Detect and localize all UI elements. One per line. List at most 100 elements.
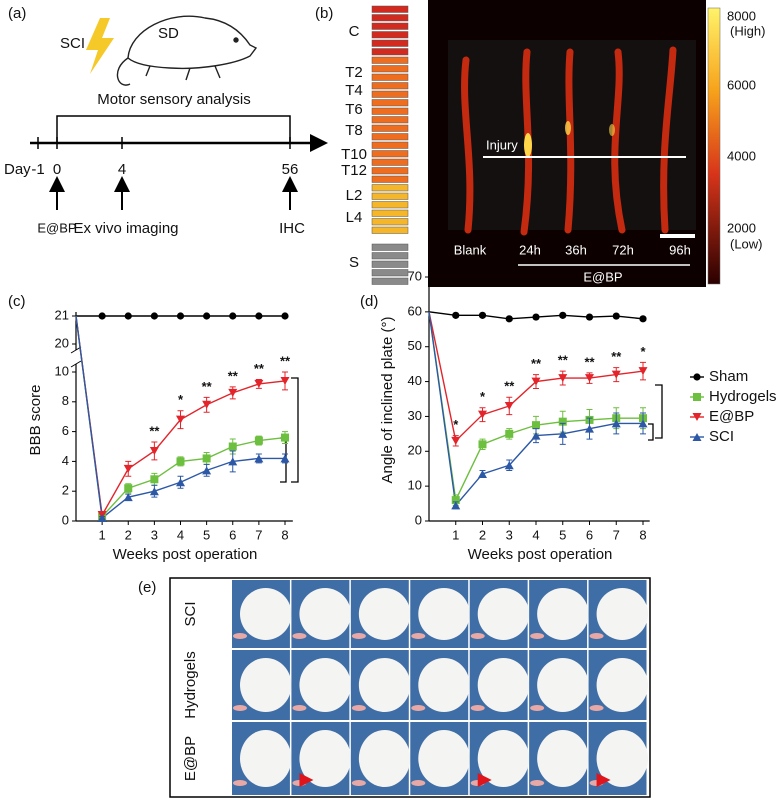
point (176, 478, 185, 487)
paw (589, 633, 604, 639)
x-tick-label: 2 (479, 527, 486, 542)
vertebra (371, 175, 409, 183)
y-tick-label: 50 (408, 338, 422, 353)
y-tick-label: 70 (408, 268, 422, 283)
paw (411, 705, 426, 711)
significance: * (480, 389, 486, 404)
vertebra-label: T4 (345, 82, 363, 99)
photo-grid: SCI Hydrogels E@BP (169, 577, 651, 798)
x-tick-label: 7 (613, 527, 620, 542)
x-axis-title: Weeks post operation (468, 546, 613, 563)
vertebra (371, 150, 409, 158)
panel-label: (c) (8, 293, 26, 310)
point (124, 484, 133, 493)
point (123, 464, 133, 473)
paw (292, 633, 307, 639)
vertebra-label: T12 (341, 162, 367, 179)
significance: ** (584, 354, 595, 369)
vertebra (371, 158, 409, 166)
panel-label: (b) (315, 5, 333, 22)
vertebra (371, 252, 409, 260)
paw (411, 780, 426, 786)
paw (470, 705, 485, 711)
y-tick-label: 30 (408, 408, 422, 423)
x-tick-label: 4 (532, 527, 539, 542)
x-tick-label: 3 (506, 527, 513, 542)
x-tick-label: 6 (229, 527, 236, 542)
significance: * (453, 417, 459, 432)
legend-marker (693, 393, 701, 401)
x-tick-label: 1 (452, 527, 459, 542)
point (451, 501, 461, 510)
rat-body (418, 658, 470, 712)
y-tick-label: 40 (408, 373, 422, 388)
legend-label: Sham (709, 368, 748, 385)
y-tick-label: 0 (62, 512, 69, 527)
point (451, 496, 460, 505)
point (202, 466, 212, 475)
paw (589, 705, 604, 711)
point (505, 429, 514, 438)
rat-body (240, 730, 292, 787)
rat-body (537, 658, 589, 712)
x-tick-label: 5 (559, 527, 566, 542)
vertebra (371, 39, 409, 47)
red-arrow (477, 773, 492, 787)
vertebra (371, 116, 409, 124)
point (612, 312, 620, 320)
vertebra (371, 133, 409, 141)
rat-body (358, 588, 411, 640)
point (451, 436, 461, 445)
vertebra (371, 5, 409, 13)
colorbar-note: (Low) (730, 236, 763, 251)
rat-body (418, 730, 470, 787)
timeline-ticks (37, 137, 291, 149)
paw (233, 633, 247, 639)
day: 0 (53, 161, 61, 178)
vertebra (371, 192, 409, 200)
vertebra (371, 73, 409, 81)
colorbar-tick: 2000 (727, 220, 756, 235)
animal-label: SD (158, 25, 179, 42)
rat-body (596, 588, 648, 640)
row-label: E@BP (182, 736, 199, 781)
paw (411, 633, 426, 639)
vertebra-label: T2 (345, 64, 363, 81)
rat-body (537, 730, 589, 787)
rat-body (477, 730, 530, 787)
bracket (56, 115, 291, 143)
paw (233, 780, 247, 786)
point (611, 419, 621, 428)
point (98, 312, 106, 320)
point (558, 374, 568, 383)
significance: ** (149, 423, 160, 438)
x-tick-label: 2 (125, 527, 132, 542)
vertebra (371, 243, 409, 251)
vertebra (371, 277, 409, 285)
legend-label: Hydrogels (709, 388, 777, 405)
y-tick-label: 4 (62, 453, 69, 468)
vertebra (371, 65, 409, 73)
red-arrow (596, 773, 611, 787)
vertebra-label: L2 (346, 187, 363, 204)
sample: 24h (519, 242, 541, 257)
paw (470, 633, 485, 639)
rat-body (477, 658, 530, 712)
series-line (428, 311, 643, 507)
point (281, 433, 289, 442)
event: Ex vivo imaging (73, 220, 178, 237)
day: -1 (31, 161, 44, 178)
paw (351, 705, 366, 711)
x-tick-label: 5 (203, 527, 210, 542)
rat-body (596, 658, 648, 712)
vertebra (371, 82, 409, 90)
point (149, 446, 159, 455)
vertebra (371, 167, 409, 175)
paw (233, 705, 247, 711)
rat-body (240, 588, 292, 640)
point (638, 367, 648, 376)
x-tick-label: 8 (281, 527, 288, 542)
significance: ** (228, 368, 239, 383)
comparison-brackets (280, 377, 663, 483)
